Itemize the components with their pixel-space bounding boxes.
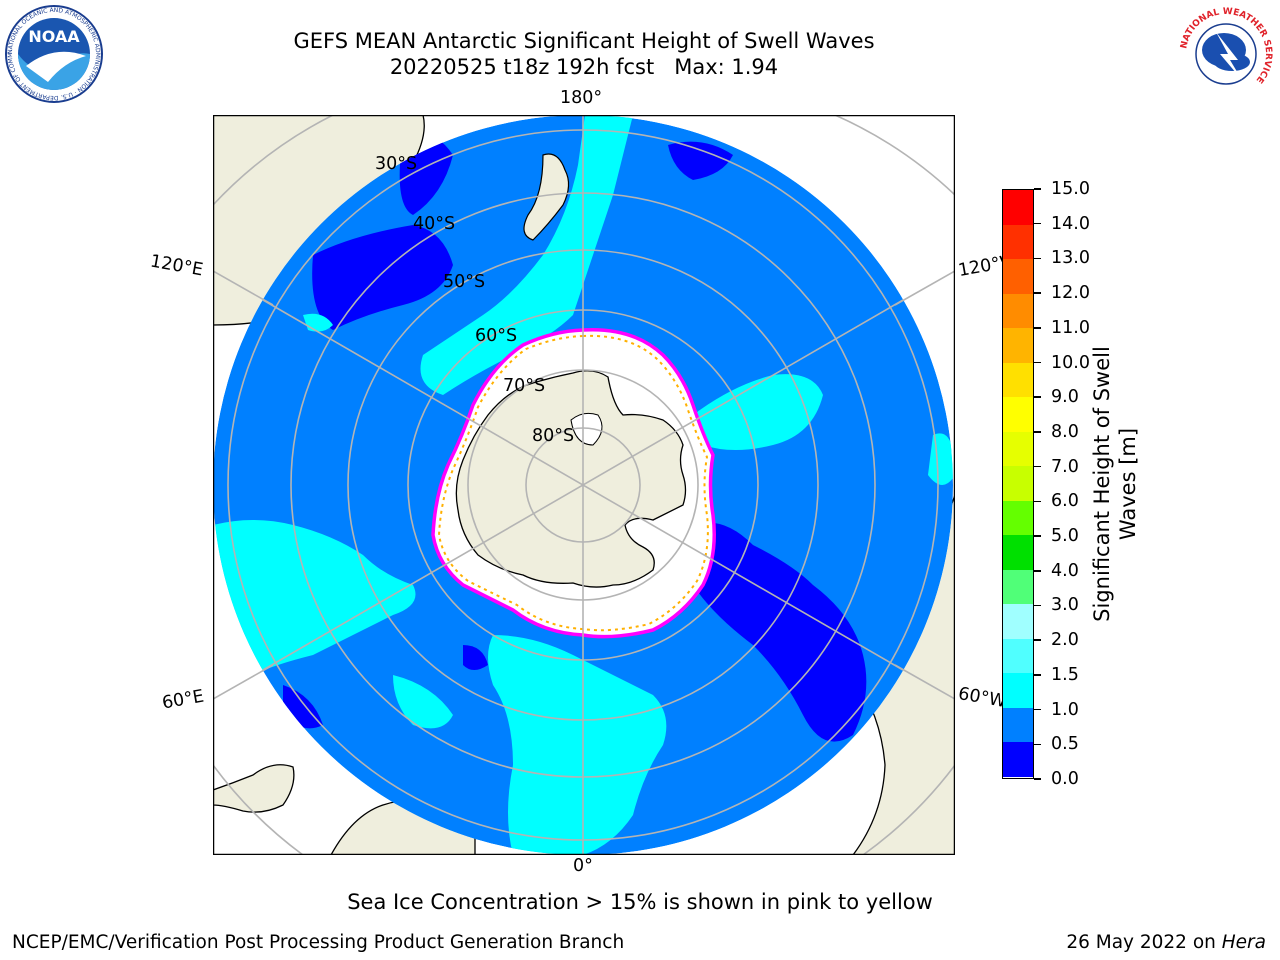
colorbar-band — [1003, 707, 1033, 743]
lat-label-80s: 80°S — [532, 426, 574, 446]
colorbar-tick-mark — [1034, 500, 1041, 503]
colorbar-tick-mark — [1034, 535, 1041, 537]
colorbar-tick-mark — [1034, 639, 1041, 641]
colorbar-tick-label: 4.0 — [1051, 560, 1079, 581]
colorbar-band — [1003, 190, 1033, 226]
colorbar-band — [1003, 259, 1033, 295]
colorbar-tick-label: 0.5 — [1051, 734, 1079, 755]
colorbar-band — [1003, 673, 1033, 709]
polar-map: 30°S 40°S 50°S 60°S 70°S 80°S — [212, 114, 956, 856]
colorbar-band — [1003, 431, 1033, 467]
colorbar-tick-label: 1.5 — [1051, 664, 1079, 685]
colorbar-tick-mark — [1034, 292, 1041, 294]
colorbar — [1002, 189, 1034, 779]
colorbar-band — [1003, 638, 1033, 674]
lon-label-180: 180° — [560, 88, 603, 108]
lon-label-120e: 120°E — [148, 251, 205, 281]
colorbar-tick-label: 11.0 — [1051, 317, 1090, 338]
colorbar-tick-label: 15.0 — [1051, 179, 1090, 199]
colorbar-tick-mark — [1034, 604, 1041, 607]
colorbar-tick-mark — [1034, 188, 1041, 190]
lat-label-70s: 70°S — [503, 376, 545, 396]
nws-logo: NATIONAL WEATHER SERVICE — [1178, 6, 1274, 102]
new-zealand — [523, 153, 570, 241]
footer-credit: NCEP/EMC/Verification Post Processing Pr… — [12, 932, 625, 953]
lat-label-60s: 60°S — [475, 326, 517, 346]
graticule — [213, 115, 953, 855]
colorbar-tick-mark — [1034, 570, 1041, 572]
colorbar-tick-label: 6.0 — [1051, 491, 1079, 512]
colorbar-band — [1003, 535, 1033, 571]
colorbar-tick-mark — [1034, 465, 1041, 468]
colorbar-tick-mark — [1034, 743, 1041, 746]
colorbar-tick-mark — [1034, 257, 1041, 260]
colorbar-tick-label: 3.0 — [1051, 595, 1079, 616]
colorbar-tick-label: 13.0 — [1051, 248, 1090, 269]
colorbar-tick-label: 0.0 — [1051, 769, 1079, 789]
chart-title-line2: 20220525 t18z 192h fcst Max: 1.94 — [389, 55, 779, 79]
colorbar-tick-mark — [1034, 222, 1041, 225]
colorbar-band — [1003, 224, 1033, 260]
graticule-outer — [213, 115, 955, 855]
colorbar-band — [1003, 569, 1033, 605]
colorbar-tick-label: 12.0 — [1051, 283, 1090, 304]
lat-label-30s: 30°S — [375, 154, 417, 174]
colorbar-band — [1003, 742, 1033, 778]
map-frame: 30°S 40°S 50°S 60°S 70°S 80°S — [212, 114, 956, 856]
footer-date-block: 26 May 2022 on Hera — [1066, 932, 1266, 953]
colorbar-tick-label: 1.0 — [1051, 699, 1079, 720]
lon-label-0: 0° — [573, 856, 593, 876]
colorbar-tick-label: 14.0 — [1051, 213, 1090, 234]
colorbar-tick-mark — [1034, 674, 1041, 676]
colorbar-band — [1003, 328, 1033, 364]
chart-title-line1: GEFS MEAN Antarctic Significant Height o… — [293, 29, 875, 53]
colorbar-tick-mark — [1034, 431, 1041, 433]
colorbar-label: Significant Height of Swell Waves [m] — [1090, 346, 1140, 622]
colorbar-band — [1003, 500, 1033, 536]
colorbar-tick-mark — [1034, 327, 1041, 329]
colorbar-tick-label: 9.0 — [1051, 387, 1079, 408]
colorbar-tick-mark — [1034, 708, 1041, 711]
map-border — [212, 114, 956, 856]
colorbar-tick-mark — [1034, 396, 1041, 398]
colorbar-tick-mark — [1034, 361, 1041, 364]
lat-label-50s: 50°S — [443, 272, 485, 292]
lon-label-60e: 60°E — [160, 686, 206, 714]
footer-date: 26 May 2022 on — [1066, 932, 1222, 953]
colorbar-tick-label: 7.0 — [1051, 456, 1079, 477]
colorbar-band — [1003, 397, 1033, 433]
colorbar-band — [1003, 466, 1033, 502]
map-caption: Sea Ice Concentration > 15% is shown in … — [347, 890, 933, 914]
colorbar-tick-label: 10.0 — [1051, 352, 1090, 373]
colorbar-tick-mark — [1034, 778, 1041, 780]
lat-label-40s: 40°S — [413, 214, 455, 234]
noaa-logo: NOAA NATIONAL OCEANIC AND ATMOSPHERIC AD… — [4, 4, 103, 103]
colorbar-tick-label: 5.0 — [1051, 526, 1079, 547]
colorbar-tick-label: 8.0 — [1051, 421, 1079, 442]
colorbar-band — [1003, 362, 1033, 398]
colorbar-band — [1003, 604, 1033, 640]
colorbar-band — [1003, 293, 1033, 329]
lon-label-60w: 60°W — [956, 683, 1008, 713]
colorbar-ticks: 15.0 14.0 13.0 12.0 11.0 10.0 9.0 8.0 7.0 6.0 5.0 4… — [1034, 179, 1094, 789]
footer-machine: Hera — [1221, 932, 1266, 953]
sea-ice-edge — [437, 334, 709, 632]
noaa-logo-text: NOAA — [28, 27, 80, 46]
colorbar-tick-label: 2.0 — [1051, 630, 1079, 651]
